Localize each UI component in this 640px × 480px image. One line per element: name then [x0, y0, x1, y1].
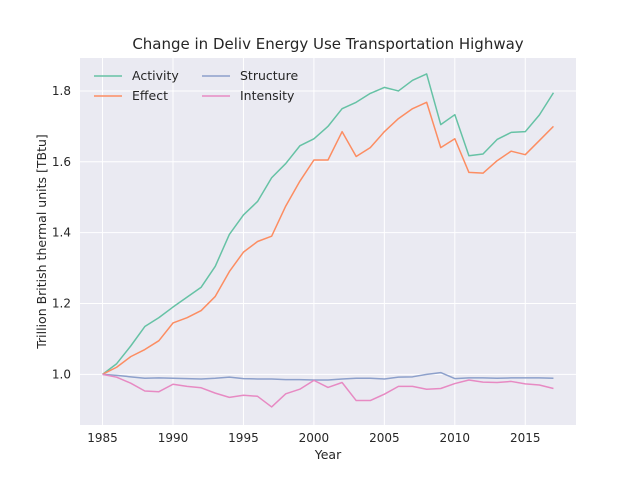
- y-tick-label: 1.8: [52, 84, 71, 98]
- x-tick-label: 1990: [158, 431, 189, 445]
- x-tick-label: 2010: [440, 431, 471, 445]
- y-tick-label: 1.6: [52, 155, 71, 169]
- x-tick-label: 2005: [369, 431, 400, 445]
- series-lines: [102, 73, 555, 408]
- y-tick-label: 1.0: [52, 367, 71, 381]
- tick-labels: 1985 1990 1995 2000 2005 2010 2015 1.0 1.2 1.4 1.6…: [52, 84, 541, 445]
- grid-lines: [80, 58, 576, 425]
- series-line-effect: [102, 101, 554, 376]
- series-line-structure: [102, 371, 554, 381]
- legend-label-structure: Structure: [240, 68, 298, 83]
- legend: Activity Effect Structure Intensity: [94, 68, 298, 103]
- x-tick-label: 2000: [299, 431, 330, 445]
- y-tick-label: 1.4: [52, 226, 71, 240]
- x-tick-label: 1985: [87, 431, 118, 445]
- legend-label-activity: Activity: [132, 68, 179, 83]
- legend-label-effect: Effect: [132, 88, 168, 103]
- legend-label-intensity: Intensity: [240, 88, 295, 103]
- y-axis-label: Trillion British thermal units [TBtu]: [34, 134, 49, 350]
- chart-title: Change in Deliv Energy Use Transportatio…: [132, 35, 523, 53]
- series-line-intensity: [102, 373, 554, 408]
- series-line-activity: [102, 73, 555, 375]
- x-tick-label: 2015: [510, 431, 541, 445]
- x-axis-label: Year: [314, 447, 342, 462]
- y-tick-label: 1.2: [52, 296, 71, 310]
- x-tick-label: 1995: [228, 431, 259, 445]
- plot-area: [80, 58, 576, 425]
